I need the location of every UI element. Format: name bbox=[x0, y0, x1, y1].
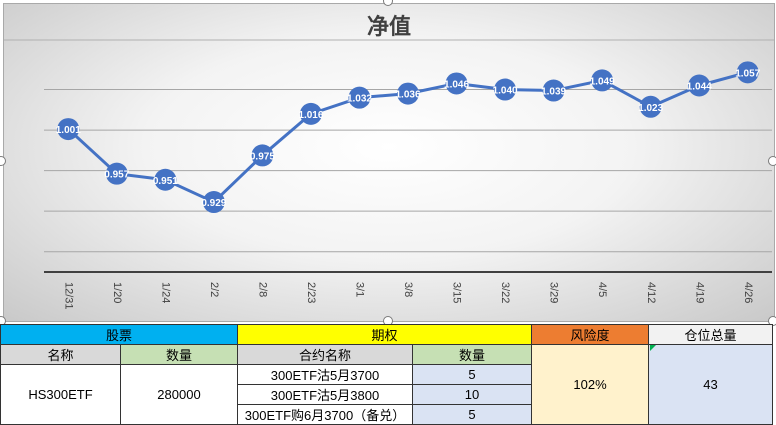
x-tick-label: 3/29 bbox=[548, 282, 560, 303]
data-label: 1.036 bbox=[395, 90, 420, 101]
data-point bbox=[445, 72, 468, 95]
data-point bbox=[299, 102, 322, 125]
chart-title: 净值 bbox=[367, 14, 411, 39]
data-point bbox=[105, 162, 128, 185]
data-label: 1.001 bbox=[56, 125, 81, 136]
x-tick-label: 4/12 bbox=[645, 282, 657, 303]
stock-header: 股票 bbox=[0, 324, 238, 345]
data-point bbox=[688, 74, 711, 97]
data-point bbox=[202, 191, 225, 214]
x-tick-label: 2/8 bbox=[256, 282, 268, 297]
data-label: 0.975 bbox=[250, 151, 275, 162]
holdings-table: 股票 期权 风险度 仓位总量 名称 数量 合约名称 数量 102% 43 HS3… bbox=[0, 324, 773, 425]
stock-name-header: 名称 bbox=[0, 344, 121, 365]
x-tick-label: 3/1 bbox=[354, 282, 366, 297]
risk-header: 风险度 bbox=[531, 324, 649, 345]
data-label: 1.039 bbox=[541, 87, 566, 98]
comment-indicator bbox=[650, 345, 656, 351]
stock-qty-header: 数量 bbox=[120, 344, 238, 365]
data-label: 1.023 bbox=[638, 103, 663, 114]
data-label: 1.040 bbox=[493, 86, 518, 97]
option-qty-header: 数量 bbox=[412, 344, 532, 365]
option-qty-cell[interactable]: 5 bbox=[412, 404, 532, 425]
option-header: 期权 bbox=[237, 324, 532, 345]
data-label: 0.951 bbox=[153, 176, 178, 187]
x-tick-label: 3/8 bbox=[402, 282, 414, 297]
data-label: 1.046 bbox=[444, 79, 469, 90]
data-point bbox=[57, 118, 80, 141]
data-label: 1.044 bbox=[687, 81, 712, 92]
x-tick-label: 2/2 bbox=[208, 282, 220, 297]
x-tick-label: 12/31 bbox=[62, 282, 74, 310]
option-name-cell[interactable]: 300ETF沽5月3800 bbox=[237, 384, 413, 405]
contract-name-header: 合约名称 bbox=[237, 344, 413, 365]
data-point bbox=[494, 78, 517, 101]
data-point bbox=[736, 61, 759, 84]
resize-handle-right[interactable] bbox=[768, 156, 776, 166]
data-label: 1.057 bbox=[735, 68, 760, 79]
data-label: 1.049 bbox=[590, 76, 615, 87]
data-point bbox=[154, 168, 177, 191]
x-tick-label: 1/20 bbox=[111, 282, 123, 303]
option-name-cell[interactable]: 300ETF沽5月3700 bbox=[237, 364, 413, 385]
x-tick-label: 3/22 bbox=[499, 282, 511, 303]
x-tick-label: 3/15 bbox=[451, 282, 463, 303]
data-point bbox=[251, 144, 274, 167]
x-tick-label: 4/26 bbox=[742, 282, 754, 303]
data-point bbox=[348, 86, 371, 109]
chart-area[interactable]: 净值 12/31 1/20 1/24 2/2 2/8 2/23 3/1 3/8 3/15 3/22… bbox=[3, 3, 775, 322]
resize-handle-left[interactable] bbox=[0, 156, 6, 166]
position-value[interactable]: 43 bbox=[648, 344, 773, 425]
data-label: 1.016 bbox=[298, 110, 323, 121]
data-point bbox=[591, 69, 614, 92]
data-point bbox=[542, 79, 565, 102]
option-qty-cell[interactable]: 10 bbox=[412, 384, 532, 405]
data-point bbox=[397, 82, 419, 105]
x-tick-label: 1/24 bbox=[159, 282, 171, 303]
data-point bbox=[639, 95, 662, 118]
line-chart: 净值 12/31 1/20 1/24 2/2 2/8 2/23 3/1 3/8 3/15 3/22… bbox=[4, 14, 774, 310]
x-tick-label: 4/5 bbox=[596, 282, 608, 297]
data-label: 1.032 bbox=[347, 94, 372, 105]
position-header: 仓位总量 bbox=[648, 324, 773, 345]
risk-value[interactable]: 102% bbox=[531, 344, 649, 425]
x-tick-label: 2/23 bbox=[305, 282, 317, 303]
stock-qty-cell[interactable]: 280000 bbox=[120, 364, 238, 425]
data-label: 0.929 bbox=[201, 198, 226, 209]
stock-name-cell[interactable]: HS300ETF bbox=[0, 364, 121, 425]
option-qty-cell[interactable]: 5 bbox=[412, 364, 532, 385]
x-tick-label: 4/19 bbox=[693, 282, 705, 303]
data-label: 0.957 bbox=[104, 170, 129, 181]
resize-handle-top[interactable] bbox=[383, 0, 393, 6]
option-name-cell[interactable]: 300ETF购6月3700（备兑） bbox=[237, 404, 413, 425]
